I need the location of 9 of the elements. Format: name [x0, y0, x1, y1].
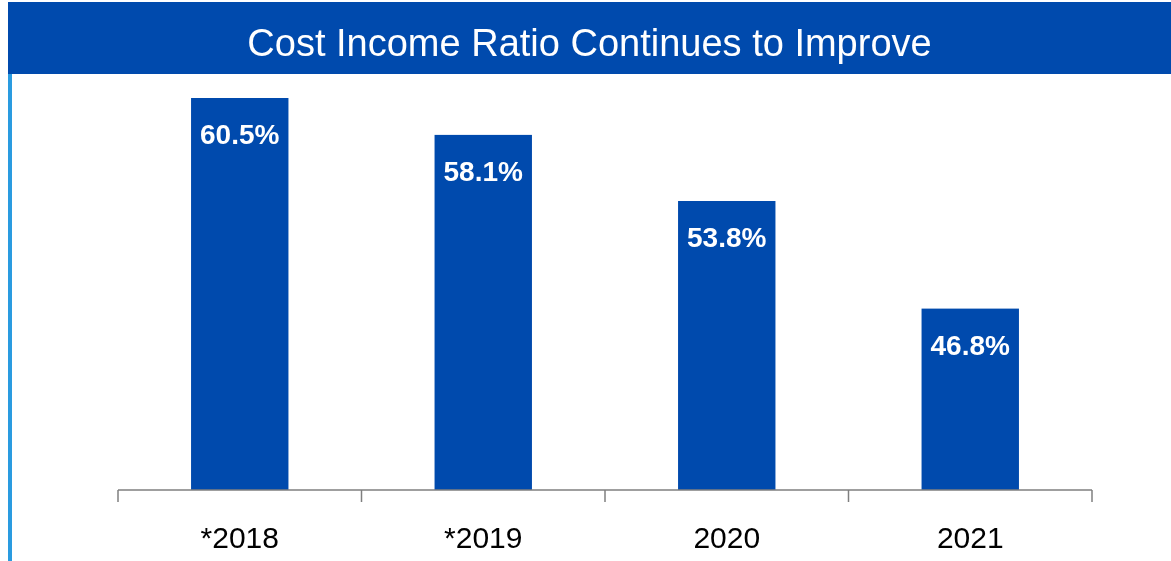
data-label: 60.5%: [200, 119, 280, 150]
data-label: 46.8%: [930, 329, 1011, 361]
chart-title: Cost Income Ratio Continues to Improve: [247, 22, 932, 64]
x-tick-label: *2019: [444, 521, 523, 554]
x-tick-label: 2021: [936, 521, 1004, 554]
data-label: 53.8%: [687, 222, 767, 253]
data-label: 58.1%: [443, 155, 524, 187]
x-tick-label: *2018: [200, 521, 279, 554]
x-tick-label: 2020: [693, 521, 761, 554]
